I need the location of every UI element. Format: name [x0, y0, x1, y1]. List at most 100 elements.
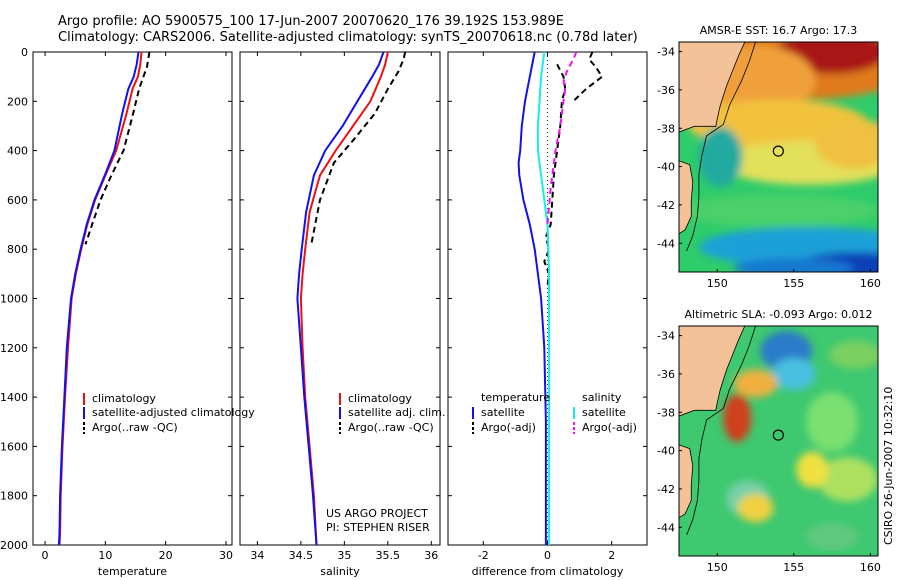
map-y-tick-label: -36 [657, 368, 675, 381]
land-mainland [679, 326, 746, 417]
y-tick-label: 1800 [0, 490, 28, 503]
map-y-tick-label: -44 [657, 521, 675, 534]
y-tick-label: 400 [7, 145, 28, 158]
map-x-tick-label: 150 [707, 561, 728, 574]
map-blob [806, 391, 859, 452]
sst-map: 150 155 160 -34 -36 -38 -40 -42 -44 AMSR-E SST: 1… [657, 24, 881, 290]
y-tick-label: 1600 [0, 440, 28, 453]
series-satellite-adjusted-climatology [57, 51, 140, 546]
x-tick-label: 10 [98, 549, 112, 562]
project-label: US ARGO PROJECT [326, 507, 428, 520]
x-tick-label: -2 [478, 549, 489, 562]
land-tasmania [679, 444, 694, 519]
map-y-tick-label: -34 [657, 46, 675, 59]
x-tick-label: 20 [159, 549, 173, 562]
series-argo-raw-qc- [84, 51, 151, 245]
x-tick-label: 34 [250, 549, 264, 562]
map-y-tick-label: -44 [657, 237, 675, 250]
map-blob [737, 494, 774, 523]
shelf-contour [686, 326, 756, 536]
map-blob [815, 118, 878, 169]
argo-float-marker [772, 429, 784, 441]
legend-temp-clim-label: climatology [92, 392, 156, 405]
map-frame [678, 325, 879, 557]
map-blob [723, 394, 752, 442]
map-blob [771, 357, 816, 390]
legend-diff-temp-argo-label: Argo(-adj) [481, 421, 536, 434]
legend-diff-temp-sat-label: satellite [481, 406, 525, 419]
plot-salinity: 34 34.5 35 35.5 36 salinity [239, 51, 441, 578]
map-x-tick-label: 160 [860, 561, 881, 574]
map-blob [829, 340, 878, 369]
legend-diff-sal-sat-label: satellite [582, 406, 626, 419]
y-tick-label: 1200 [0, 342, 28, 355]
map-y-tick-label: -36 [657, 84, 675, 97]
figure-title-line2: Climatology: CARS2006. Satellite-adjuste… [58, 30, 638, 45]
map-title: AMSR-E SST: 16.7 Argo: 17.3 [700, 24, 858, 37]
series-argo-dashed-black-near-surface [572, 51, 604, 103]
map-title: Altimetric SLA: -0.093 Argo: 0.012 [685, 308, 873, 321]
x-tick-label: 0 [544, 549, 551, 562]
map-frame [678, 41, 879, 273]
legend-sal-sat-label: satellite adj. clim. [348, 406, 445, 419]
y-tick-label: 1400 [0, 391, 28, 404]
series-climatology [299, 51, 389, 546]
x-tick-label: 34.5 [289, 549, 314, 562]
map-field [679, 326, 878, 556]
y-tick-label: 1000 [0, 293, 28, 306]
axes-box [32, 51, 233, 546]
shelf-contour [686, 42, 756, 252]
axes-box [239, 51, 441, 546]
legend-sal-clim-label: climatology [348, 392, 412, 405]
map-blob [796, 451, 829, 488]
legend-temp-argo-label: Argo(..raw -QC) [92, 421, 178, 434]
y-tick-label: 0 [21, 46, 28, 59]
map-field [679, 42, 878, 272]
map-blob [733, 258, 854, 272]
x-axis-label: salinity [320, 565, 360, 578]
pi-label: PI: STEPHEN RISER [326, 521, 430, 534]
sla-map: 150 155 160 -34 -36 -38 -40 -42 -44 Altimetric SL… [657, 308, 881, 574]
series-satellite-adj-clim- [296, 51, 385, 546]
series-temperature-argo-adj- [543, 63, 567, 287]
legend-sal-argo-label: Argo(..raw -QC) [348, 421, 434, 434]
map-y-tick-label: -34 [657, 330, 675, 343]
series-temperature-satellite [517, 51, 547, 545]
y-tick-label: 600 [7, 194, 28, 207]
x-axis-label: temperature [98, 565, 167, 578]
x-tick-label: 36 [424, 549, 438, 562]
axes-box [447, 51, 648, 546]
y-tick-label: 800 [7, 243, 28, 256]
map-y-tick-label: -40 [657, 445, 675, 458]
legend-diff-temp-header: temperature [481, 391, 550, 404]
map-y-tick-label: -38 [657, 406, 675, 419]
plot-difference: -2 0 2 difference from climatology [447, 51, 648, 578]
series-argo-raw-qc- [310, 51, 407, 245]
map-blobs [679, 42, 878, 272]
map-blob [679, 194, 878, 227]
series-salinity-satellite [536, 51, 551, 545]
map-x-tick-label: 160 [860, 277, 881, 290]
series-salinity-argo-adj- [546, 51, 578, 225]
map-y-tick-label: -42 [657, 199, 675, 212]
map-x-tick-label: 155 [783, 277, 804, 290]
legend-temp-sat-label: satellite-adjusted climatology [92, 406, 255, 419]
y-tick-label: 2000 [0, 539, 28, 552]
map-y-tick-label: -40 [657, 161, 675, 174]
map-x-tick-label: 150 [707, 277, 728, 290]
map-blob [806, 522, 859, 551]
timestamp-label: CSIRO 26-Jun-2007 10:32:10 [882, 387, 895, 545]
y-tick-label: 200 [7, 95, 28, 108]
map-blob [817, 457, 878, 502]
land-mainland [679, 42, 746, 133]
x-axis-label: difference from climatology [472, 565, 624, 578]
plot-temperature: 0 10 20 30 0 200 400 600 800 1000 1200 1400 1600 1800… [0, 46, 233, 578]
legend-diff-sal-argo-label: Argo(-adj) [582, 421, 637, 434]
map-y-tick-label: -38 [657, 122, 675, 135]
map-blobs [679, 327, 878, 551]
argo-float-marker [772, 145, 784, 157]
x-tick-label: 35.5 [376, 549, 401, 562]
map-blob [698, 127, 743, 187]
